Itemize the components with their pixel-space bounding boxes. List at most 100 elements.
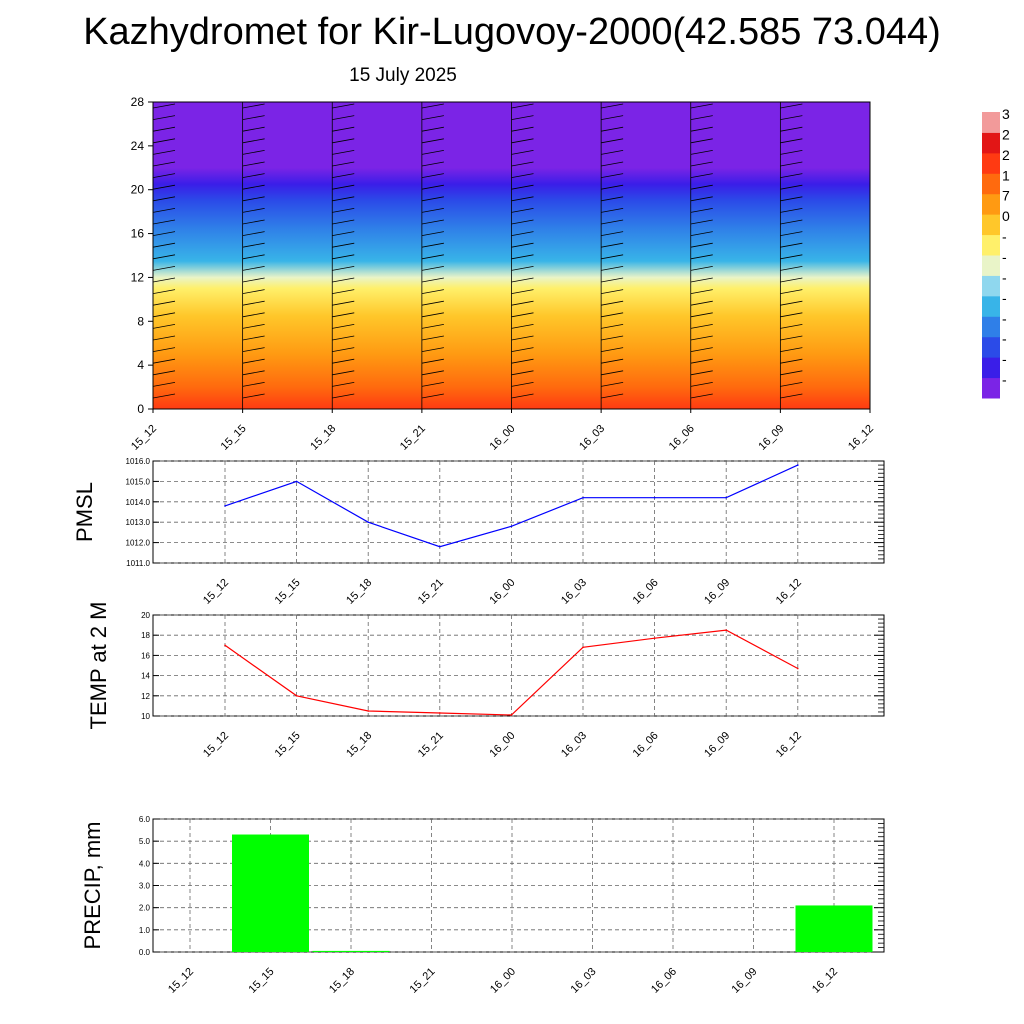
wind-barb xyxy=(242,173,265,178)
wind-barb xyxy=(332,115,355,120)
x-tick-label: 15_12 xyxy=(166,966,196,996)
wind-barb xyxy=(242,219,265,225)
wind-barb xyxy=(153,347,176,352)
x-tick-label: 15_12 xyxy=(201,577,231,607)
wind-barb xyxy=(332,161,355,167)
wind-barb xyxy=(869,362,870,364)
wind-barb xyxy=(421,289,444,294)
wind-barb xyxy=(690,231,713,236)
wind-barb xyxy=(690,115,713,120)
wind-barb xyxy=(869,188,870,190)
colorbar-label: - xyxy=(1002,331,1007,347)
wind-barb xyxy=(511,347,534,352)
wind-barb xyxy=(153,208,176,213)
wind-barb xyxy=(421,242,444,248)
wind-barb xyxy=(601,184,624,190)
colorbar-segment xyxy=(982,377,1000,399)
wind-barb xyxy=(869,235,870,236)
wind-barb xyxy=(242,208,265,213)
wind-barb xyxy=(332,231,355,236)
wind-barb xyxy=(242,231,265,236)
wind-barb xyxy=(511,184,534,190)
colorbar-segment xyxy=(982,295,1000,317)
wind-barb xyxy=(601,115,624,120)
colorbar-segment xyxy=(982,255,1000,276)
wind-barb xyxy=(421,231,444,236)
data-point xyxy=(439,545,441,548)
wind-barb xyxy=(869,165,870,166)
x-tick-label: 15_15 xyxy=(273,577,303,607)
wind-barb xyxy=(153,115,176,120)
wind-barb xyxy=(332,335,355,341)
wind-barb xyxy=(780,231,803,236)
wind-barb xyxy=(869,304,870,306)
wind-barb xyxy=(511,138,534,144)
wind-barb xyxy=(690,335,713,341)
wind-barb xyxy=(869,177,870,178)
wind-barb xyxy=(601,126,624,132)
wind-barb xyxy=(601,254,624,260)
y-tick-label: 1016.0 xyxy=(126,457,151,466)
wind-barb xyxy=(869,385,870,387)
wind-barb xyxy=(780,103,803,109)
wind-barb xyxy=(332,138,355,144)
wind-barb xyxy=(511,289,534,294)
wind-barb xyxy=(511,208,534,213)
data-point xyxy=(725,629,727,631)
heatmap-y-tick-label: 0 xyxy=(137,402,144,416)
wind-barb xyxy=(511,126,534,132)
y-tick-label: 1011.0 xyxy=(126,559,150,568)
wind-barb xyxy=(780,324,803,329)
wind-barb xyxy=(511,254,534,260)
wind-barb xyxy=(780,266,803,271)
y-tick-label: 3.0 xyxy=(139,882,151,891)
chart-subtitle: 15 July 2025 xyxy=(349,65,457,86)
wind-barb xyxy=(332,277,355,283)
wind-barb xyxy=(511,335,534,341)
wind-barb xyxy=(421,358,444,364)
wind-barb xyxy=(511,196,534,202)
wind-barb xyxy=(601,324,624,329)
precip-bar xyxy=(232,834,309,952)
heatmap-x-tick-label: 16_12 xyxy=(846,423,876,453)
data-point xyxy=(797,667,799,670)
x-tick-label: 15_21 xyxy=(408,966,438,996)
wind-barb xyxy=(601,393,624,399)
wind-barb xyxy=(869,316,870,317)
wind-barb xyxy=(421,138,444,144)
wind-barb xyxy=(242,289,265,294)
y-tick-label: 16 xyxy=(141,651,150,660)
colorbar-segment xyxy=(982,112,1000,133)
data-point xyxy=(582,646,584,649)
temperature-panel: 10 12 14 16 18 20 15_12 15_15 15_18 15_21 16_00 16_… xyxy=(86,602,885,760)
wind-barb xyxy=(421,382,444,387)
colorbar-label: 2 xyxy=(1002,126,1010,142)
colorbar-segment xyxy=(982,234,1000,256)
wind-barb xyxy=(421,335,444,341)
heatmap-y-tick-label: 20 xyxy=(131,183,145,197)
wind-barb xyxy=(601,289,624,294)
wind-barb xyxy=(601,277,624,283)
x-tick-label: 15_21 xyxy=(416,730,446,760)
y-tick-label: 1.0 xyxy=(139,926,151,935)
wind-barb xyxy=(601,150,624,155)
wind-barb xyxy=(780,393,803,399)
x-tick-label: 15_15 xyxy=(247,966,277,996)
wind-barb xyxy=(869,211,870,213)
wind-barb xyxy=(153,358,176,364)
wind-barb xyxy=(780,196,803,202)
colorbar-legend: 3 2 2 1 7 0 - - - - - - - - xyxy=(982,106,1010,399)
wind-barb xyxy=(421,300,444,306)
wind-barb xyxy=(332,266,355,271)
wind-barb xyxy=(511,219,534,225)
heatmap-x-tick-label: 15_21 xyxy=(398,423,428,453)
wind-barb xyxy=(869,351,870,352)
colorbar-label: 2 xyxy=(1002,147,1010,163)
wind-barb xyxy=(153,138,176,144)
colorbar-label: - xyxy=(1002,229,1007,245)
wind-barb xyxy=(421,103,444,109)
wind-barb xyxy=(511,242,534,248)
x-tick-label: 15_18 xyxy=(327,966,357,996)
data-point xyxy=(295,480,298,483)
